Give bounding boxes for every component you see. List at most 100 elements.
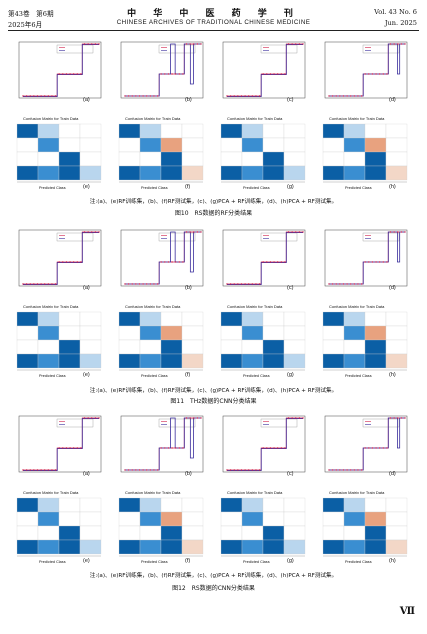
true-marker (44, 283, 46, 285)
matrix-cell (118, 511, 141, 527)
true-marker (335, 283, 337, 285)
matrix-cell (364, 339, 387, 355)
matrix-cell (364, 311, 387, 327)
legend-box (56, 418, 94, 428)
true-marker (69, 261, 71, 263)
page-number: Ⅶ (399, 606, 415, 617)
true-marker (248, 283, 250, 285)
matrix-cell (385, 151, 408, 167)
matrix-title: Confusion Matrix for Train Data (329, 116, 385, 121)
line-plot-panel: (c) (213, 410, 311, 486)
line-plot-svg (120, 415, 204, 473)
true-marker (400, 417, 403, 419)
matrix-title: Confusion Matrix for Train Data (227, 490, 283, 495)
true-marker (346, 95, 348, 97)
true-marker (298, 43, 301, 45)
matrix-cell (118, 325, 141, 341)
line-plot-svg (222, 415, 306, 473)
true-marker (69, 73, 71, 75)
matrix-title: Confusion Matrix for Train Data (125, 490, 181, 495)
true-marker (98, 43, 100, 45)
true-marker (262, 261, 264, 263)
true-marker (58, 261, 60, 263)
matrix-cell (79, 539, 102, 555)
true-marker (350, 95, 352, 97)
volume-issue-cn: 第43卷 第6期 (8, 10, 54, 18)
matrix-cell (241, 353, 264, 369)
true-marker (185, 231, 188, 233)
matrix-cell (118, 151, 141, 167)
true-marker (98, 231, 100, 233)
true-marker (339, 283, 341, 285)
true-marker (240, 283, 243, 285)
true-marker (357, 283, 359, 285)
matrix-cell (37, 353, 60, 369)
figure-caption: 图11 THz数据的CNN分类结果 (170, 398, 257, 405)
matrix-cell (262, 325, 285, 341)
line-plot-panel: (b) (111, 36, 209, 112)
matrix-cell (160, 497, 183, 513)
confusion-matrix-svg (118, 497, 204, 557)
matrix-cell (160, 123, 183, 139)
matrix-cell (37, 539, 60, 555)
true-marker (138, 283, 141, 285)
matrix-cell (37, 497, 60, 513)
true-marker (371, 447, 374, 449)
true-marker (331, 283, 334, 285)
true-marker (156, 283, 159, 285)
matrix-cell (118, 339, 141, 355)
true-marker (156, 95, 159, 97)
confusion-matrix-panel: Confusion Matrix for Train Data Predicted… (9, 116, 107, 196)
matrix-cell (58, 539, 81, 555)
matrix-cell (262, 539, 285, 555)
true-marker (142, 95, 144, 97)
true-marker (196, 417, 199, 419)
true-marker (200, 417, 202, 419)
matrix-cell (283, 497, 306, 513)
matrix-cell (220, 165, 243, 181)
matrix-cell (343, 511, 366, 527)
date-en: Jun. 2025 (384, 19, 417, 27)
true-marker (342, 469, 345, 471)
matrix-cell (139, 151, 162, 167)
matrix-cell (283, 525, 306, 541)
matrix-cell (364, 137, 387, 153)
true-marker (124, 283, 126, 285)
true-marker (276, 261, 279, 263)
true-marker (226, 95, 228, 97)
true-marker (233, 283, 235, 285)
true-marker (91, 43, 93, 45)
matrix-cell (241, 151, 264, 167)
true-marker (389, 417, 392, 419)
true-marker (54, 95, 57, 97)
line-plot-svg (18, 415, 102, 473)
true-marker (393, 231, 395, 233)
true-marker (291, 417, 293, 419)
true-marker (353, 95, 356, 97)
legend-box (56, 232, 94, 242)
true-marker (40, 95, 42, 97)
true-marker (229, 283, 232, 285)
plot-frame (18, 41, 102, 99)
true-marker (72, 447, 75, 449)
matrix-cell (181, 497, 204, 513)
matrix-cell (160, 339, 183, 355)
true-marker (280, 261, 282, 263)
matrix-cell (79, 311, 102, 327)
true-marker (375, 73, 377, 75)
true-marker (389, 231, 392, 233)
confusion-matrix-panel: Confusion Matrix for Train Data Predicted… (213, 116, 311, 196)
true-marker (72, 261, 75, 263)
panel-label: (e) (83, 558, 90, 564)
true-marker (229, 95, 232, 97)
true-marker (174, 73, 177, 75)
true-marker (335, 95, 337, 97)
true-marker (131, 469, 133, 471)
matrix-cell (58, 497, 81, 513)
true-marker (371, 73, 374, 75)
true-marker (54, 283, 57, 285)
matrix-cell (262, 497, 285, 513)
true-marker (364, 447, 366, 449)
matrix-xlabel: Predicted Class (141, 374, 168, 378)
true-marker (397, 231, 399, 233)
